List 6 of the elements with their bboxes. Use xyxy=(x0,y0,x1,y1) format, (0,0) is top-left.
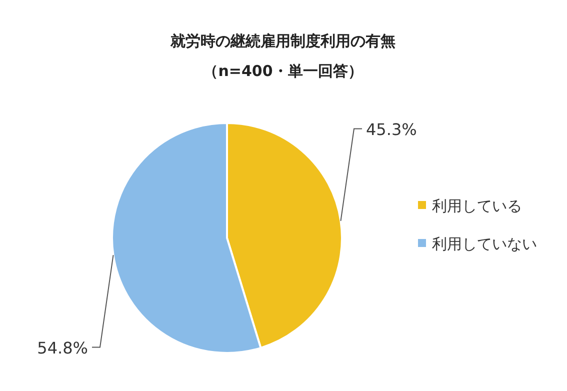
data-label: 45.3% xyxy=(366,120,417,139)
legend-label: 利用していない xyxy=(432,235,537,253)
chart-subtitle: （n=400・単一回答） xyxy=(203,62,363,80)
legend-label: 利用している xyxy=(432,197,522,215)
chart-title: 就労時の継続雇用制度利用の有無 xyxy=(170,32,396,50)
data-label: 54.8% xyxy=(37,338,88,358)
